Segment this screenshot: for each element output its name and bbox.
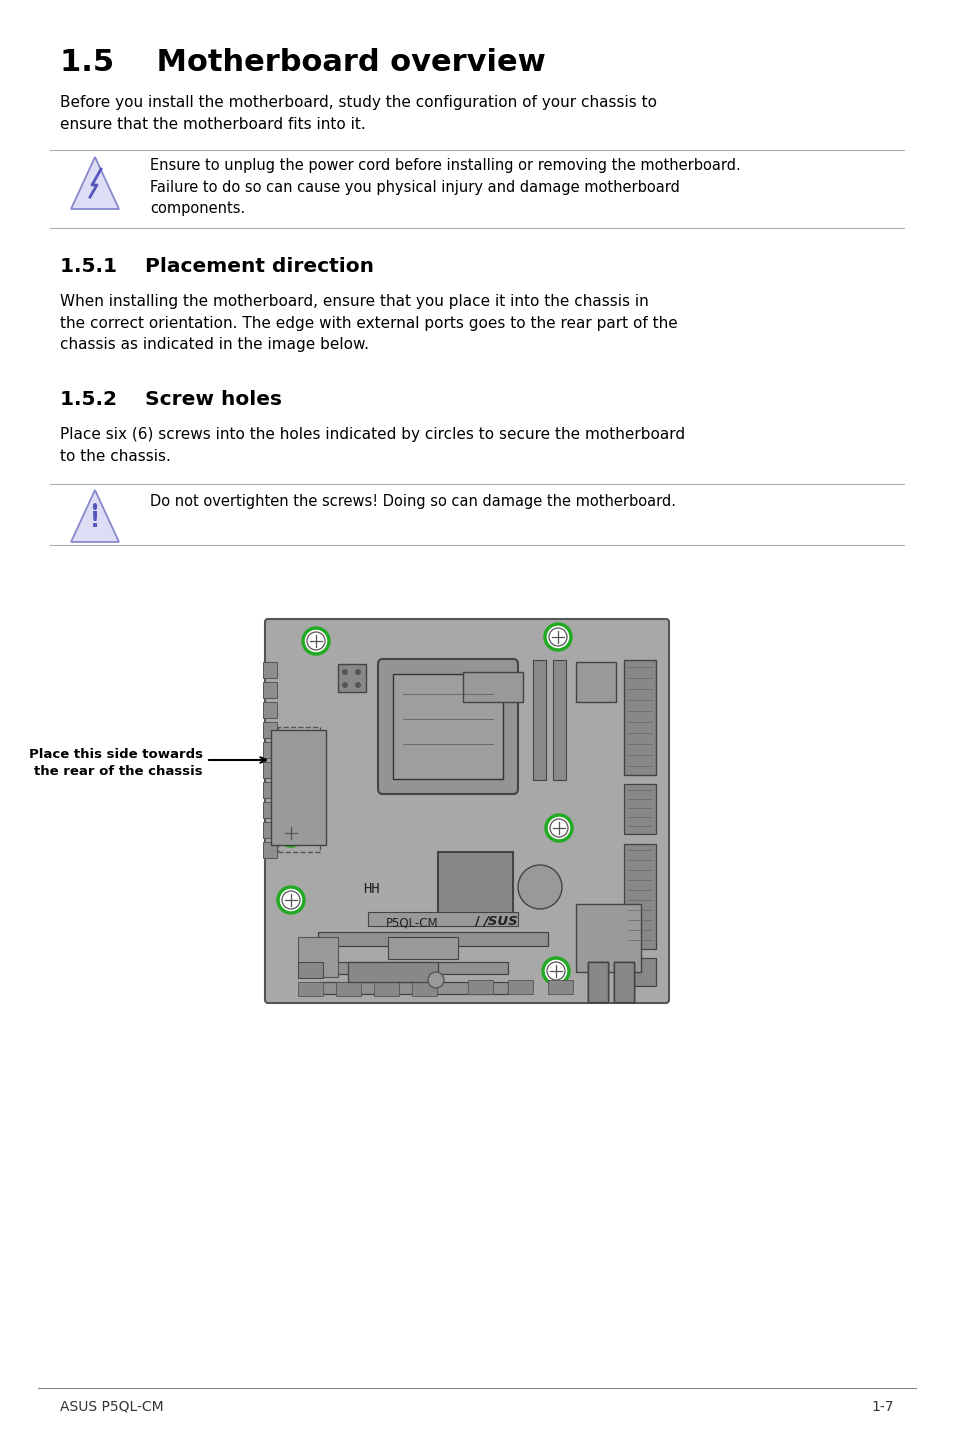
Bar xyxy=(368,912,517,926)
Text: 1.5    Motherboard overview: 1.5 Motherboard overview xyxy=(60,47,545,78)
Bar xyxy=(263,802,276,818)
Text: When installing the motherboard, ensure that you place it into the chassis in
th: When installing the motherboard, ensure … xyxy=(60,293,677,352)
Bar xyxy=(576,661,616,702)
Text: ASUS P5QL-CM: ASUS P5QL-CM xyxy=(60,1401,164,1414)
Bar xyxy=(614,962,634,1002)
Circle shape xyxy=(355,682,360,687)
Text: Before you install the motherboard, study the configuration of your chassis to
e: Before you install the motherboard, stud… xyxy=(60,95,657,132)
Bar xyxy=(263,661,276,677)
Bar xyxy=(393,674,502,779)
Bar xyxy=(623,958,656,986)
Bar xyxy=(614,962,634,1002)
Bar xyxy=(623,784,656,834)
Circle shape xyxy=(428,972,443,988)
Bar xyxy=(468,981,493,994)
Text: Place this side towards
the rear of the chassis: Place this side towards the rear of the … xyxy=(29,748,203,778)
Bar xyxy=(412,982,436,997)
Polygon shape xyxy=(71,490,119,542)
Text: /: / xyxy=(475,915,479,928)
Bar xyxy=(388,938,457,959)
Text: !: ! xyxy=(90,510,100,531)
FancyBboxPatch shape xyxy=(265,618,668,1002)
Bar xyxy=(263,682,276,697)
Bar xyxy=(335,982,360,997)
Bar xyxy=(263,722,276,738)
Circle shape xyxy=(545,815,572,841)
Text: 1.5.1    Placement direction: 1.5.1 Placement direction xyxy=(60,257,374,276)
Bar xyxy=(576,905,640,972)
Bar xyxy=(437,851,513,920)
Bar xyxy=(587,962,607,1002)
Bar xyxy=(348,962,437,982)
Bar xyxy=(462,672,522,702)
Bar xyxy=(297,962,323,978)
Bar xyxy=(374,982,398,997)
Bar xyxy=(317,932,547,946)
Bar xyxy=(507,981,533,994)
Circle shape xyxy=(277,820,304,846)
Bar xyxy=(337,664,366,692)
Text: /SUS: /SUS xyxy=(482,915,517,928)
Bar xyxy=(547,981,573,994)
Bar xyxy=(587,962,607,1002)
Circle shape xyxy=(544,624,571,650)
Bar xyxy=(263,782,276,798)
Bar xyxy=(317,982,507,994)
Circle shape xyxy=(355,669,360,674)
Bar xyxy=(614,962,634,1002)
Bar xyxy=(263,742,276,758)
Circle shape xyxy=(517,866,561,909)
Circle shape xyxy=(341,682,348,687)
Bar xyxy=(263,762,276,778)
Circle shape xyxy=(542,958,568,984)
Bar xyxy=(623,844,656,949)
Bar xyxy=(317,962,507,974)
Text: P5QL-CM: P5QL-CM xyxy=(386,917,438,930)
Bar xyxy=(623,660,656,775)
Bar xyxy=(587,962,607,1002)
Circle shape xyxy=(277,887,304,913)
Bar xyxy=(263,843,276,858)
Bar xyxy=(553,660,565,779)
Circle shape xyxy=(303,628,329,654)
Bar xyxy=(271,731,326,846)
Bar xyxy=(297,982,323,997)
Circle shape xyxy=(341,669,348,674)
Bar xyxy=(263,702,276,718)
Polygon shape xyxy=(71,157,119,209)
Text: 1.5.2    Screw holes: 1.5.2 Screw holes xyxy=(60,390,282,408)
Text: Ensure to unplug the power cord before installing or removing the motherboard.
F: Ensure to unplug the power cord before i… xyxy=(150,158,740,216)
Text: Do not overtighten the screws! Doing so can damage the motherboard.: Do not overtighten the screws! Doing so … xyxy=(150,495,676,509)
Text: Place six (6) screws into the holes indicated by circles to secure the motherboa: Place six (6) screws into the holes indi… xyxy=(60,427,684,463)
Text: HH: HH xyxy=(363,881,380,896)
Text: 1-7: 1-7 xyxy=(871,1401,893,1414)
Bar xyxy=(297,938,337,976)
Bar xyxy=(263,823,276,838)
Bar xyxy=(533,660,545,779)
FancyBboxPatch shape xyxy=(377,659,517,794)
